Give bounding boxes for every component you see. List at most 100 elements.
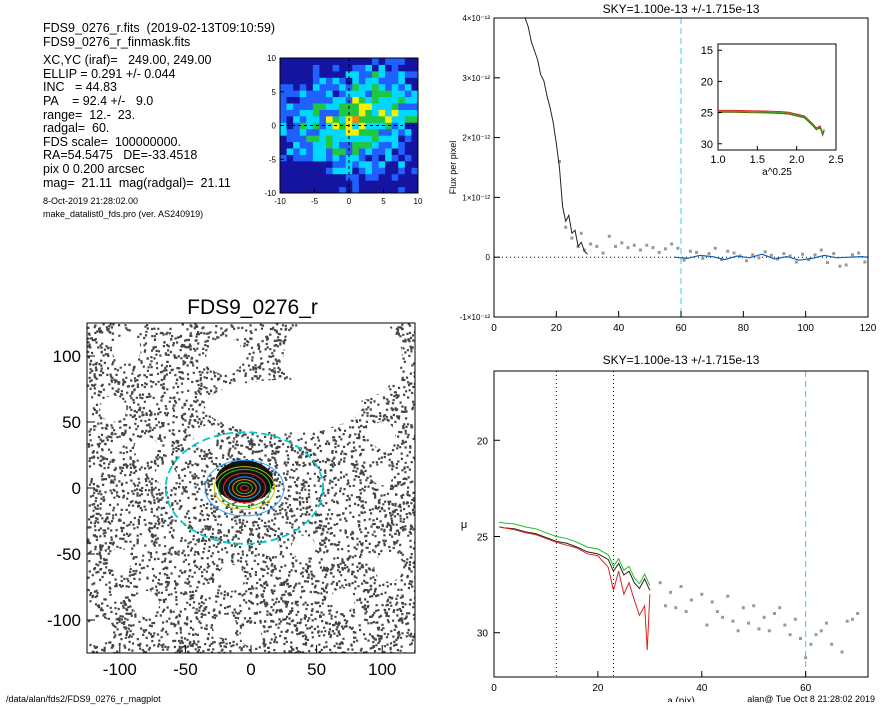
info-line-scale: FDS scale= 100000000. <box>43 134 181 149</box>
heatmap-cell <box>299 160 307 168</box>
mask-region-upper <box>205 379 363 433</box>
heatmap-cell <box>378 173 386 181</box>
data-point <box>679 585 683 589</box>
heatmap-cell <box>358 167 366 175</box>
heatmap-cell <box>398 180 406 188</box>
data-point <box>663 247 667 251</box>
heatmap-cell <box>398 90 406 98</box>
heatmap-cell <box>286 58 294 65</box>
heatmap-cell <box>352 64 360 72</box>
heatmap-cell <box>352 186 360 194</box>
heatmap-cell <box>312 96 320 104</box>
data-point <box>684 610 688 614</box>
profile-line <box>499 526 651 591</box>
heatmap-cell <box>312 148 320 155</box>
heatmap-cell <box>332 128 340 136</box>
heatmap-cell <box>378 167 386 175</box>
heatmap-cell <box>299 154 307 162</box>
heatmap-cell <box>306 186 314 194</box>
heatmap-cell <box>332 186 340 194</box>
heatmap-cell <box>326 154 334 162</box>
heatmap-cell <box>286 96 294 104</box>
heatmap-cell <box>372 141 380 149</box>
heatmap-cell <box>378 83 386 91</box>
heatmap-cell <box>378 148 386 155</box>
isophote-ellipse <box>236 481 253 495</box>
data-point <box>645 243 649 247</box>
heatmap-cell <box>299 167 307 175</box>
heatmap-cell <box>398 96 406 104</box>
heatmap-cell <box>358 160 366 168</box>
heatmap-cell <box>293 103 301 110</box>
heatmap-cell <box>293 90 301 98</box>
heatmap-cell <box>358 64 366 72</box>
heatmap-cell <box>372 96 380 104</box>
heatmap-x-tick-label: -10 <box>274 197 286 206</box>
data-point <box>850 253 854 257</box>
heatmap-cell <box>398 167 406 175</box>
mask-region <box>134 436 158 461</box>
heatmap-cell <box>404 154 412 162</box>
heatmap-cell <box>398 148 406 155</box>
heatmap-cell <box>326 96 334 104</box>
heatmap-cell <box>326 90 334 98</box>
heatmap-cell <box>352 173 360 181</box>
heatmap-cell <box>411 70 419 78</box>
profile-lower-line <box>499 526 651 651</box>
heatmap-cell <box>411 180 419 188</box>
heatmap-cell <box>339 96 347 104</box>
data-point <box>607 234 611 238</box>
heatmap-cell <box>345 70 353 78</box>
heatmap-cell <box>358 173 366 181</box>
heatmap-cell <box>398 186 406 194</box>
heatmap-cell <box>326 58 334 65</box>
heatmap-cell <box>280 173 288 181</box>
heatmap-cell <box>352 128 360 136</box>
data-point <box>832 252 836 256</box>
heatmap-cell <box>312 83 320 91</box>
heatmap-cell <box>352 122 360 130</box>
heatmap-cell <box>286 180 294 188</box>
heatmap-cell <box>391 154 399 162</box>
inset-profile-line <box>718 109 825 136</box>
heatmap-cell <box>365 141 373 149</box>
data-point <box>688 249 692 253</box>
data-point <box>856 611 860 615</box>
flux-y-tick-label: 1×10⁻¹² <box>462 193 490 202</box>
heatmap-cell <box>319 135 327 143</box>
mu-profile: 0 20 40 60 20 25 30 a (pix) μ <box>461 370 869 702</box>
heatmap-cell <box>312 173 320 181</box>
data-point <box>731 619 735 623</box>
info-line-fits: FDS9_0276_r.fits (2019-02-13T09:10:59) <box>43 21 276 35</box>
data-point <box>813 253 817 257</box>
mask-region <box>291 535 316 560</box>
heatmap-cell <box>398 83 406 91</box>
data-point <box>757 256 761 260</box>
heatmap-cell <box>319 64 327 72</box>
heatmap-cell <box>319 103 327 110</box>
heatmap-cell <box>411 109 419 117</box>
data-point <box>809 642 813 646</box>
heatmap-cell <box>299 103 307 110</box>
mu-y-axis-label: μ <box>461 519 467 531</box>
heatmap-cell <box>385 96 393 104</box>
heatmap-cell <box>398 64 406 72</box>
heatmap-cell <box>404 148 412 155</box>
heatmap-cell <box>339 90 347 98</box>
heatmap-y-tick-label: -10 <box>264 189 276 198</box>
data-point <box>778 606 782 610</box>
heatmap-cell <box>332 96 340 104</box>
inset-profile-line <box>718 110 825 136</box>
heatmap-cell <box>345 160 353 168</box>
heatmap-cell <box>280 128 288 136</box>
heatmap-cell <box>280 90 288 98</box>
heatmap-cell <box>293 77 301 85</box>
isophote-ellipse <box>213 466 276 510</box>
image-panel-title: FDS9_0276_r <box>187 296 318 319</box>
heatmap-cell <box>372 103 380 110</box>
heatmap-cell <box>319 109 327 117</box>
heatmap-cell <box>286 83 294 91</box>
inset-x-tick-label: 1.5 <box>750 154 765 166</box>
data-point <box>721 615 725 619</box>
heatmap-cell <box>404 103 412 110</box>
